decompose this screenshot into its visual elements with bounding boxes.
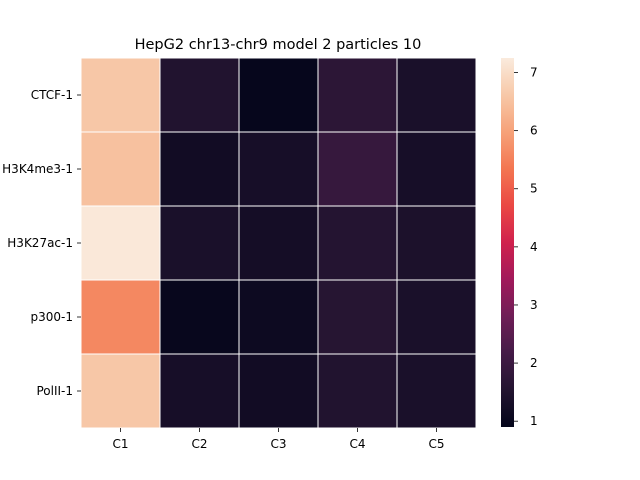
heatmap-cell xyxy=(396,205,477,281)
heatmap-cell xyxy=(238,131,319,207)
x-tick-label: C2 xyxy=(191,437,207,451)
colorbar-tick-label: 3 xyxy=(530,298,538,312)
y-tick-label: CTCF-1 xyxy=(31,88,73,102)
y-tick-label: H3K4me3-1 xyxy=(2,162,73,176)
heatmap-cell xyxy=(317,57,398,133)
y-tick-label: PolII-1 xyxy=(36,384,73,398)
heatmap-cell xyxy=(317,205,398,281)
heatmap-cell xyxy=(159,205,240,281)
y-tick-label: p300-1 xyxy=(31,310,74,324)
colorbar-tick-label: 1 xyxy=(530,414,538,428)
heatmap-cell xyxy=(238,205,319,281)
colorbar-gradient xyxy=(501,58,514,427)
heatmap-cell xyxy=(80,205,161,281)
colorbar-tick-label: 5 xyxy=(530,182,538,196)
x-tick-label: C3 xyxy=(270,437,286,451)
heatmap-cell xyxy=(317,353,398,429)
colorbar-tick-label: 4 xyxy=(530,240,538,254)
x-tick-label: C5 xyxy=(428,437,444,451)
heatmap-cell xyxy=(80,131,161,207)
heatmap-cell xyxy=(238,57,319,133)
heatmap-cell xyxy=(159,353,240,429)
x-tick-labels: C1 C2 C3 C4 C5 xyxy=(112,428,445,451)
heatmap-cell xyxy=(80,353,161,429)
colorbar: 1 2 3 4 5 6 7 xyxy=(501,58,538,428)
colorbar-tick-label: 6 xyxy=(530,124,538,138)
y-tick-labels: CTCF-1 H3K4me3-1 H3K27ac-1 p300-1 PolII-1 xyxy=(2,88,81,398)
heatmap-cell xyxy=(396,279,477,355)
y-tick-label: H3K27ac-1 xyxy=(7,236,73,250)
heatmap-cell xyxy=(396,131,477,207)
colorbar-tick-label: 7 xyxy=(530,66,538,80)
heatmap-cell xyxy=(238,279,319,355)
heatmap-cell xyxy=(80,57,161,133)
heatmap-cell xyxy=(159,279,240,355)
colorbar-tick-label: 2 xyxy=(530,356,538,370)
heatmap-cell xyxy=(238,353,319,429)
heatmap-cell xyxy=(317,279,398,355)
heatmap-cells xyxy=(80,57,477,429)
x-tick-label: C1 xyxy=(112,437,128,451)
x-tick-label: C4 xyxy=(349,437,365,451)
heatmap-cell xyxy=(396,57,477,133)
heatmap-cell xyxy=(159,131,240,207)
heatmap-cell xyxy=(396,353,477,429)
heatmap-cell xyxy=(317,131,398,207)
heatmap-cell xyxy=(80,279,161,355)
chart-title: HepG2 chr13-chr9 model 2 particles 10 xyxy=(135,37,422,53)
heatmap-cell xyxy=(159,57,240,133)
